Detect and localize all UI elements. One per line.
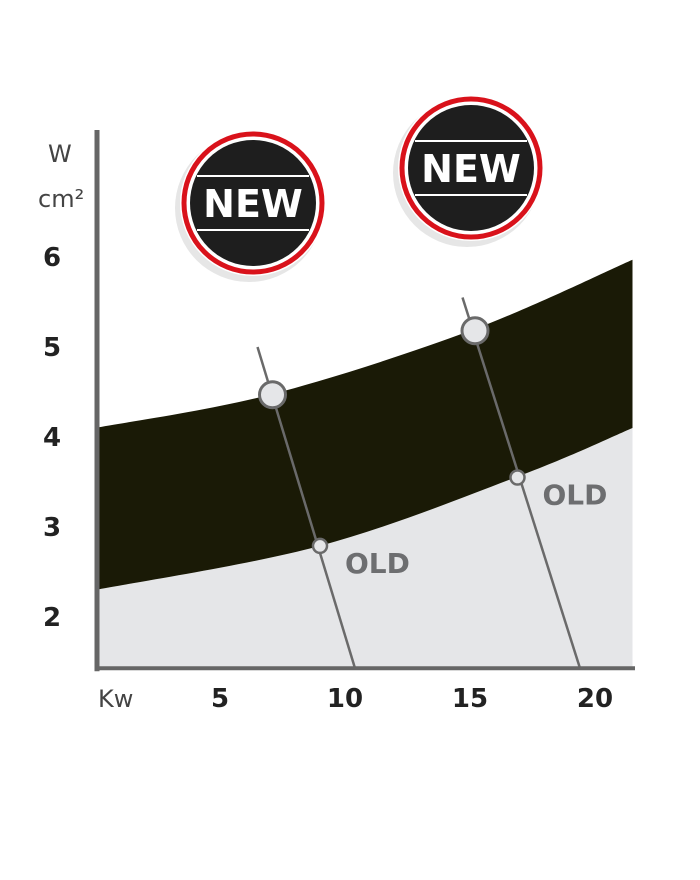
old-point-marker-2 <box>509 469 526 486</box>
x-tick-label-10: 10 <box>327 684 363 714</box>
new-point-marker-1 <box>258 380 287 410</box>
y-tick-label-6: 6 <box>43 243 61 273</box>
plot-area: OLD OLD 2 3 4 5 6 5 10 15 20 NEW NEW <box>43 95 635 714</box>
x-tick-label-5: 5 <box>211 684 229 714</box>
new-old-band <box>95 259 633 590</box>
y-tick-label-3: 3 <box>43 513 61 543</box>
badge-ring <box>399 96 543 240</box>
x-axis-unit-kw: Kw <box>98 685 133 713</box>
new-badge-2: NEW <box>393 95 544 247</box>
below-band-area <box>95 428 633 669</box>
y-tick-label-2: 2 <box>43 603 61 633</box>
badge-fill <box>408 105 534 231</box>
x-tick-label-15: 15 <box>452 684 488 714</box>
old-point-marker-1 <box>311 537 329 555</box>
badge-label: NEW <box>203 182 303 226</box>
badge-ring <box>181 131 325 275</box>
old-label-2: OLD <box>543 479 608 512</box>
y-tick-label-4: 4 <box>43 423 61 453</box>
new-badge-1: NEW <box>175 130 326 282</box>
y-axis-unit-w: W <box>48 140 72 168</box>
old-label-1: OLD <box>345 547 410 580</box>
y-tick-label-5: 5 <box>43 333 61 363</box>
y-axis-unit-cm2: cm² <box>38 185 84 213</box>
new-point-marker-2 <box>460 316 490 346</box>
badge-label: NEW <box>421 147 521 191</box>
badge-fill <box>190 140 316 266</box>
x-tick-label-20: 20 <box>577 684 613 714</box>
